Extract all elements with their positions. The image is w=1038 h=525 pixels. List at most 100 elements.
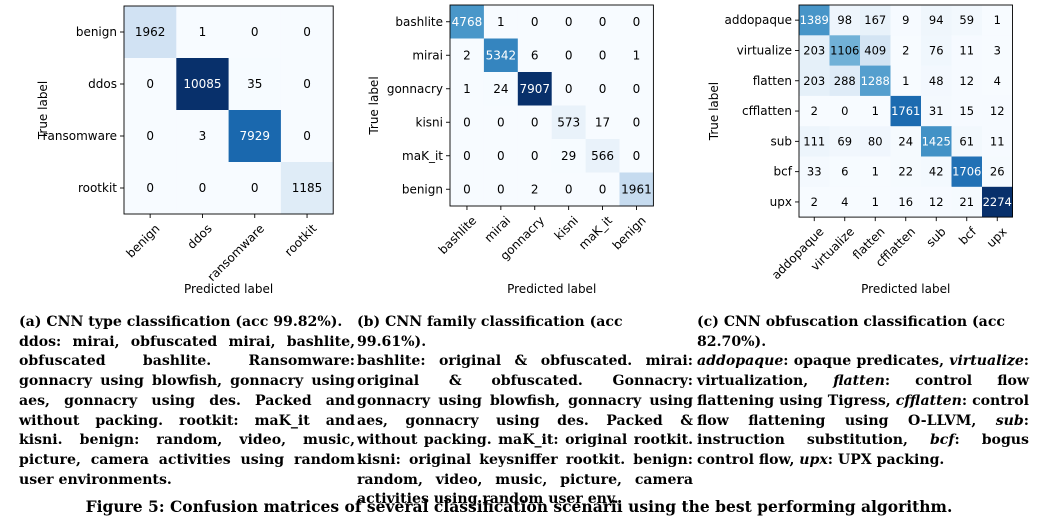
cell-value-label: 7929 <box>239 129 270 143</box>
cell-value-label: 566 <box>591 149 614 163</box>
cell-value-label: 3 <box>994 43 1001 57</box>
x-tick-label: rootkit <box>282 221 320 259</box>
heatmap-cell <box>483 139 519 173</box>
heatmap-cell <box>483 72 519 106</box>
heatmap-cell <box>551 5 586 39</box>
heatmap-cell <box>860 126 891 157</box>
x-tick-label: maK_it <box>576 213 615 252</box>
cell-value-label: 0 <box>565 48 573 62</box>
cell-value-label: 15 <box>959 104 974 118</box>
cell-value-label: 0 <box>251 181 259 195</box>
heatmap-cell <box>921 126 952 157</box>
cell-value-label: 1389 <box>800 13 829 27</box>
heatmap-cell <box>585 72 620 106</box>
heatmap-cell <box>280 58 334 111</box>
heatmap-cell <box>450 5 485 39</box>
cell-value-label: 0 <box>497 115 505 129</box>
cell-value-label: 0 <box>633 82 641 96</box>
heatmap-cell <box>921 186 952 218</box>
y-tick-label: benign <box>402 182 443 196</box>
heatmap-cell <box>619 105 654 140</box>
cell-value-label: 0 <box>146 181 154 195</box>
heatmap-cell <box>982 186 1013 218</box>
heatmap-cell <box>860 35 891 66</box>
heatmap-cell <box>176 58 229 111</box>
cell-value-label: 0 <box>497 149 505 163</box>
heatmap-cell <box>517 105 553 140</box>
cell-value-label: 11 <box>990 134 1005 148</box>
heatmap-cell <box>799 95 830 127</box>
cell-value-label: 0 <box>599 48 607 62</box>
cell-value-label: 2 <box>531 182 539 196</box>
heatmap-cell <box>450 105 485 140</box>
cell-value-label: 17 <box>595 115 610 129</box>
cell-value-label: 0 <box>565 82 573 96</box>
heatmap-cell <box>829 65 861 97</box>
caption-type-classification: (a) CNN type classification (acc 99.82%)… <box>19 313 355 490</box>
heatmap-cell <box>228 6 282 59</box>
heatmap-cell <box>829 35 861 66</box>
heatmap-cell <box>176 6 229 59</box>
cell-value-label: 1 <box>497 15 505 29</box>
x-axis-label: Predicted label <box>507 282 596 296</box>
x-tick-label: bcf <box>956 224 979 247</box>
heatmap-cell <box>890 95 922 127</box>
cell-value-label: 0 <box>463 115 471 129</box>
heatmap-cell <box>176 162 229 215</box>
heatmap-cell <box>921 95 952 127</box>
cell-value-label: 288 <box>834 74 856 88</box>
heatmap-cell <box>799 65 830 97</box>
cell-value-label: 2274 <box>983 195 1012 209</box>
heatmap-cell <box>860 5 891 36</box>
confusion-matrix-type: 1962 1 0 0 0 10085 35 0 0 3 7929 0 0 0 0 1185 benign beni… <box>36 5 334 296</box>
cell-value-label: 1706 <box>952 165 981 179</box>
cell-value-label: 1961 <box>621 182 652 196</box>
cell-value-label: 0 <box>251 25 259 39</box>
confusion-matrices-figure: 1962 1 0 00 10085 35 00 3 7929 00 0 0 1185benignbeni… <box>36 4 1013 296</box>
plot-frame <box>449 4 654 207</box>
cell-value-label: 31 <box>929 104 944 118</box>
heatmap-cell <box>517 5 553 39</box>
x-tick-label: ddos <box>185 221 215 251</box>
y-tick-label: kisni <box>416 115 443 129</box>
heatmap-cell <box>890 65 922 97</box>
heatmap-cell <box>951 126 983 157</box>
y-tick-label: gonnacry <box>387 82 443 96</box>
heatmap-cell <box>517 38 553 73</box>
heatmap-cell <box>860 65 891 97</box>
cell-value-label: 0 <box>531 15 539 29</box>
heatmap-cell <box>228 110 282 163</box>
heatmap-cell <box>280 110 334 163</box>
heatmap-cell <box>951 186 983 218</box>
cell-value-label: 69 <box>837 134 852 148</box>
cell-value-label: 1962 <box>135 25 166 39</box>
heatmap-cell <box>860 186 891 218</box>
cell-value-label: 0 <box>531 149 539 163</box>
heatmap-cell <box>951 65 983 97</box>
cell-value-label: 0 <box>633 15 641 29</box>
cell-value-label: 1288 <box>861 74 890 88</box>
cell-value-label: 0 <box>146 77 154 91</box>
cell-value-label: 1761 <box>891 104 920 118</box>
cell-value-label: 0 <box>303 129 311 143</box>
cell-value-label: 1425 <box>922 134 951 148</box>
cell-value-label: 61 <box>959 134 974 148</box>
y-tick-label: maK_it <box>402 149 443 163</box>
x-tick-label: kisni <box>552 213 581 242</box>
cell-value-label: 0 <box>199 181 207 195</box>
cell-value-label: 1 <box>633 48 641 62</box>
cell-value-label: 7907 <box>519 82 550 96</box>
cell-value-label: 0 <box>599 82 607 96</box>
cell-value-label: 94 <box>929 13 944 27</box>
heatmap-cell <box>982 156 1013 188</box>
heatmap-cell <box>124 162 177 215</box>
caption-body: bashlite: original & obfuscated. mirai: … <box>357 353 693 508</box>
cell-value-label: 2 <box>463 48 471 62</box>
x-tick-label: sub <box>924 225 949 250</box>
heatmap-cell <box>799 5 830 36</box>
heatmap-cell <box>829 156 861 188</box>
cell-value-label: 1 <box>994 13 1001 27</box>
cell-value-label: 1 <box>902 74 909 88</box>
heatmap-cell <box>551 139 586 173</box>
cell-value-label: 76 <box>929 43 944 57</box>
